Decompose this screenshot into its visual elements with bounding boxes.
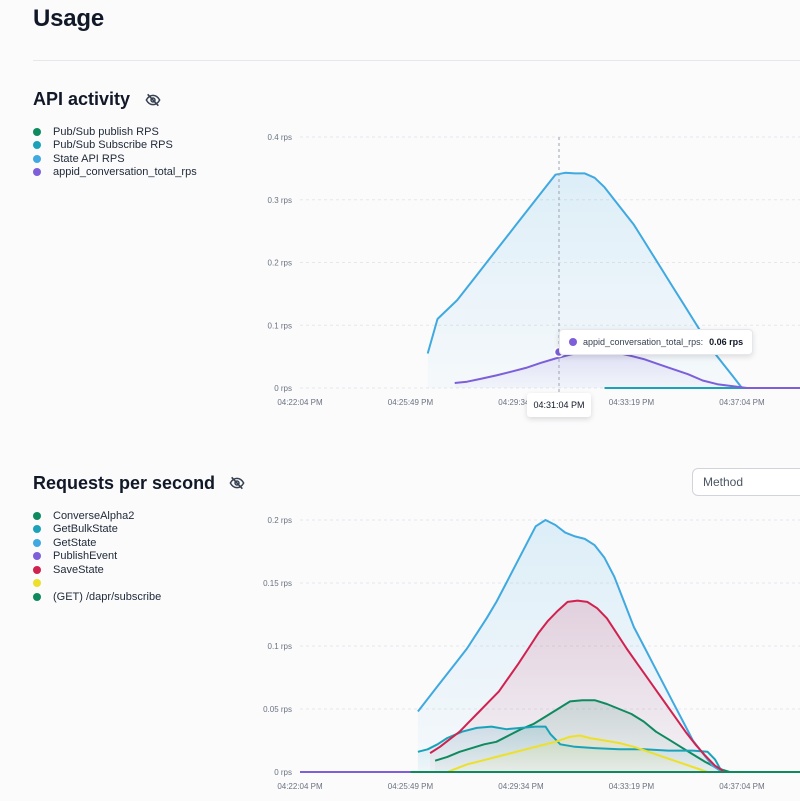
- legend-dot: [33, 127, 41, 136]
- legend-item[interactable]: SaveState: [33, 563, 161, 577]
- legend-label: Pub/Sub Subscribe RPS: [53, 139, 173, 152]
- eye-off-icon[interactable]: [229, 475, 245, 491]
- chart-tooltip: appid_conversation_total_rps: 0.06 rps: [559, 329, 754, 355]
- legend-item[interactable]: Pub/Sub Subscribe RPS: [33, 139, 197, 153]
- legend-item[interactable]: PublishEvent: [33, 550, 161, 564]
- legend-label: ConverseAlpha2: [53, 509, 135, 522]
- y-tick-label: 0.1 rps: [268, 642, 292, 651]
- legend-dot: [33, 168, 41, 177]
- legend-label: SaveState: [53, 563, 104, 576]
- tooltip-series-name: appid_conversation_total_rps:: [583, 337, 704, 347]
- header-divider: [33, 60, 800, 61]
- x-tick-label: 04:37:04 PM: [719, 398, 765, 407]
- y-tick-label: 0 rps: [274, 768, 292, 777]
- y-tick-label: 0.3 rps: [268, 196, 292, 205]
- requests-per-second-legend: ConverseAlpha2 GetBulkState GetState Publis…: [33, 509, 161, 604]
- x-tick-label: 04:22:04 PM: [277, 398, 323, 407]
- tooltip-value: 0.06 rps: [709, 337, 744, 347]
- requests-per-second-title: Requests per second: [33, 473, 216, 493]
- page-title: Usage: [33, 5, 105, 32]
- legend-label: GetBulkState: [53, 523, 118, 536]
- legend-label: State API RPS: [53, 152, 125, 165]
- api-activity-legend: Pub/Sub publish RPS Pub/Sub Subscribe RPS…: [33, 125, 197, 179]
- series-area: [430, 600, 725, 772]
- x-tick-label: 04:33:19 PM: [609, 782, 655, 791]
- x-tick-label: 04:37:04 PM: [719, 782, 765, 791]
- legend-dot: [33, 525, 41, 534]
- series-line: [417, 519, 723, 773]
- legend-item[interactable]: State API RPS: [33, 152, 197, 166]
- y-tick-label: 0.15 rps: [263, 579, 292, 588]
- eye-off-icon[interactable]: [145, 92, 161, 108]
- x-tick-label: 04:29:34 PM: [498, 398, 544, 407]
- api-activity-chart: 0 rps 0.1 rps 0.2 rps 0.3 rps 0.4 rps 04:22:0…: [268, 133, 800, 407]
- legend-dot: [33, 565, 41, 574]
- tooltip-series-dot: [569, 338, 577, 346]
- method-select[interactable]: Method: [692, 468, 800, 496]
- x-tick-label: 04:25:49 PM: [388, 782, 434, 791]
- y-tick-label: 0.4 rps: [268, 133, 292, 142]
- series-area: [417, 726, 725, 772]
- x-tick-label: 04:25:49 PM: [388, 398, 434, 407]
- legend-item[interactable]: (GET) /dapr/subscribe: [33, 590, 161, 604]
- legend-label: appid_conversation_total_rps: [53, 166, 197, 179]
- series-line: [434, 699, 730, 773]
- legend-label: (GET) /dapr/subscribe: [53, 590, 162, 603]
- legend-dot: [33, 579, 41, 588]
- y-tick-label: 0.2 rps: [268, 516, 292, 525]
- series-line: [429, 599, 726, 773]
- series-line: [417, 725, 726, 773]
- series-line: [446, 734, 708, 773]
- legend-label: PublishEvent: [53, 550, 118, 563]
- legend-label: GetState: [53, 536, 97, 549]
- legend-dot: [33, 141, 41, 150]
- series-area: [447, 735, 708, 772]
- series-line: [426, 171, 743, 389]
- legend-item[interactable]: ConverseAlpha2: [33, 509, 161, 523]
- legend-dot: [33, 511, 41, 520]
- series-area: [454, 350, 800, 388]
- legend-label: Pub/Sub publish RPS: [53, 125, 159, 138]
- y-tick-label: 0.1 rps: [268, 321, 292, 330]
- y-tick-label: 0.05 rps: [263, 705, 292, 714]
- legend-item[interactable]: GetBulkState: [33, 523, 161, 537]
- legend-dot: [33, 552, 41, 561]
- legend-dot: [33, 154, 41, 163]
- y-tick-label: 0.2 rps: [268, 259, 292, 268]
- series-area: [417, 520, 723, 772]
- series-area: [435, 700, 730, 772]
- crosshair-time-badge: 04:31:04 PM: [527, 393, 591, 417]
- api-activity-title: API activity: [33, 89, 131, 109]
- y-tick-label: 0 rps: [274, 384, 292, 393]
- x-tick-label: 04:33:19 PM: [609, 398, 655, 407]
- x-tick-label: 04:22:04 PM: [277, 782, 323, 791]
- legend-dot: [33, 592, 41, 601]
- legend-item[interactable]: Pub/Sub publish RPS: [33, 125, 197, 139]
- x-tick-label: 04:29:34 PM: [498, 782, 544, 791]
- legend-item[interactable]: appid_conversation_total_rps: [33, 166, 197, 180]
- legend-item[interactable]: [33, 577, 161, 591]
- legend-dot: [33, 538, 41, 547]
- legend-item[interactable]: GetState: [33, 536, 161, 550]
